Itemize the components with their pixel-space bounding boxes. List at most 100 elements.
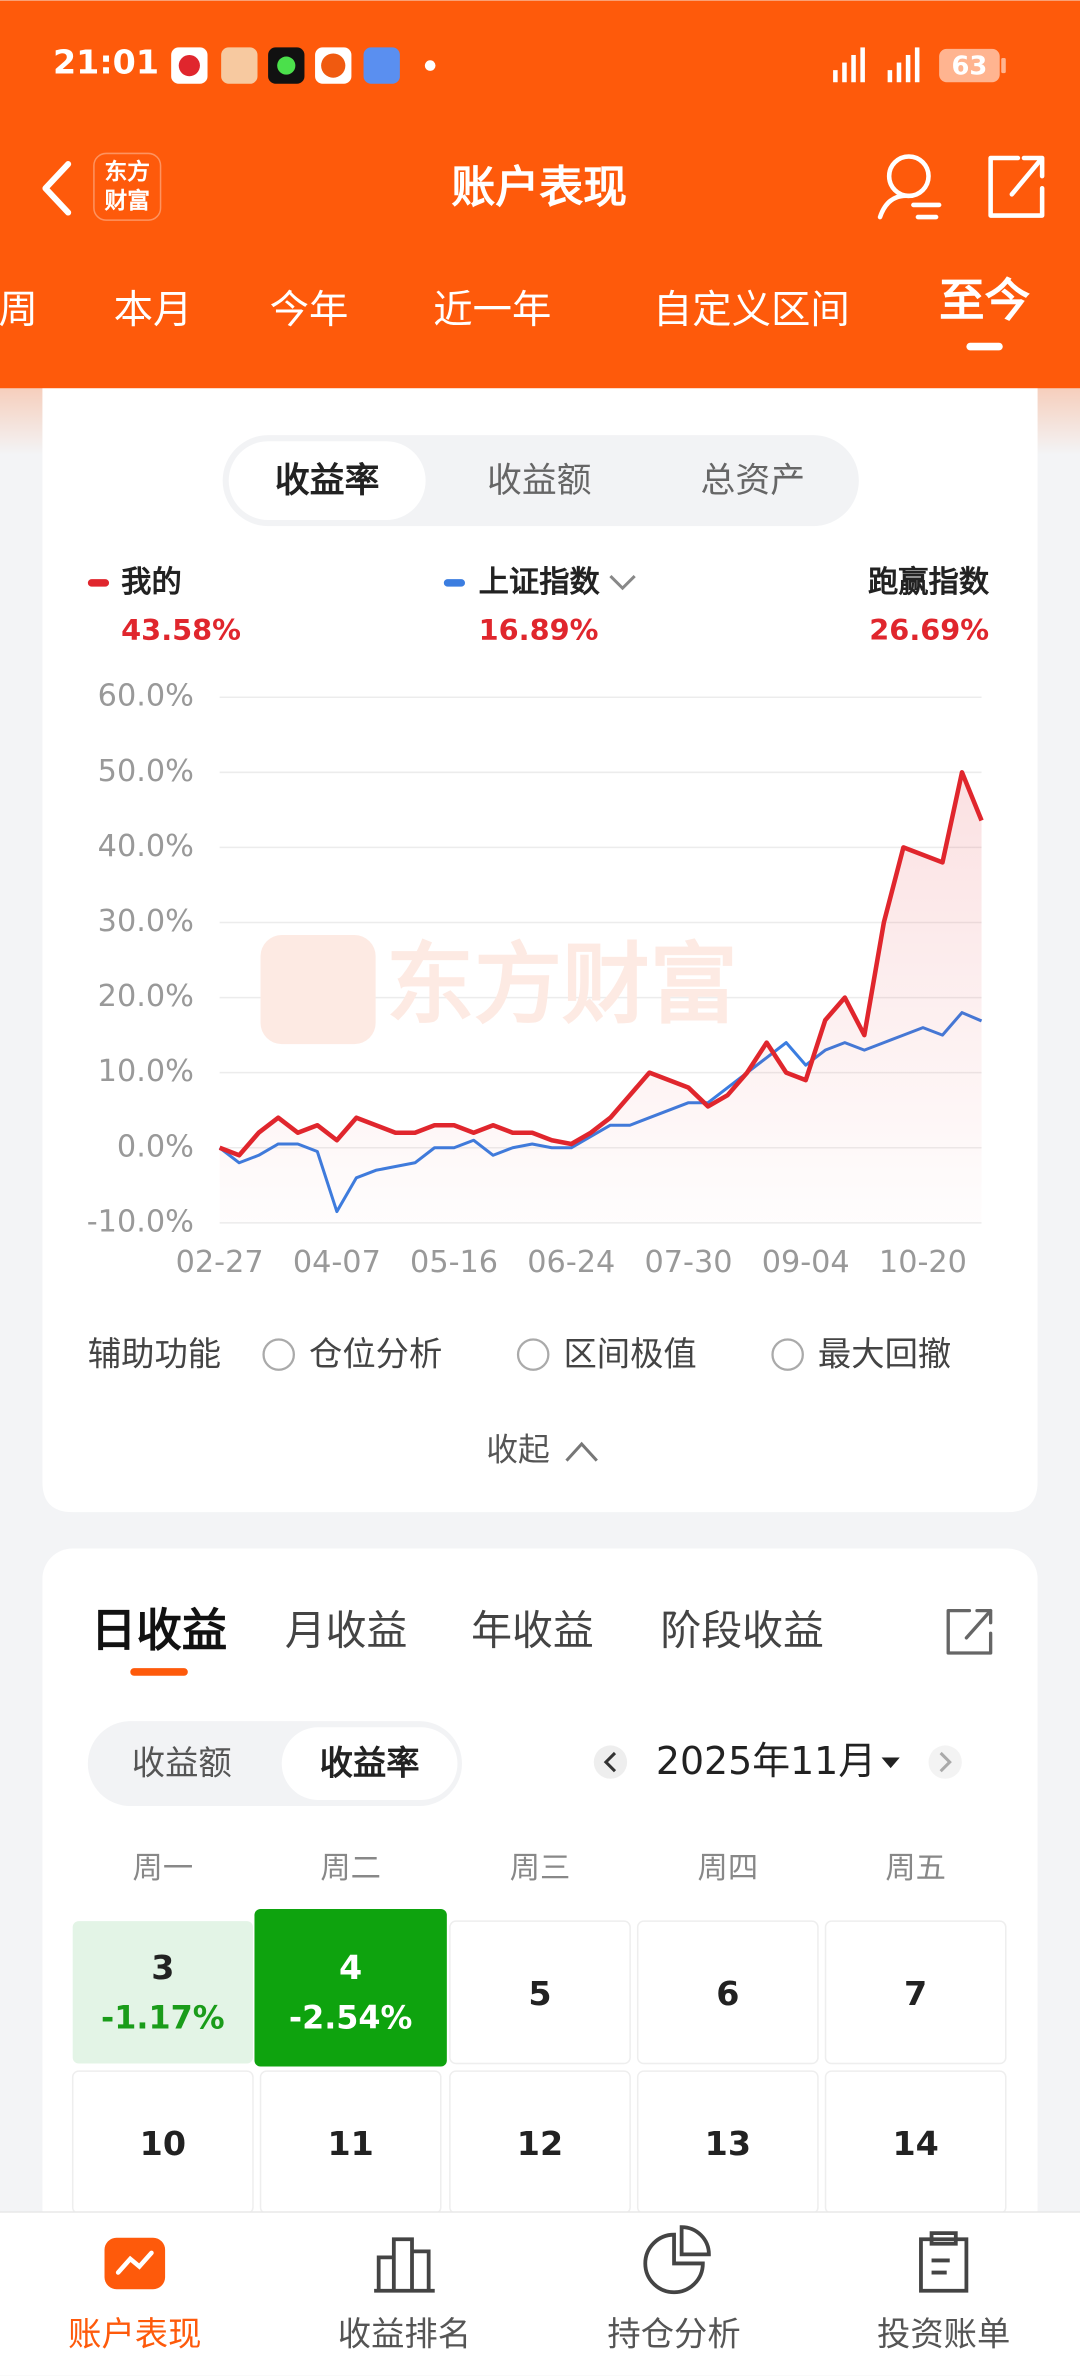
- earnings-tab[interactable]: 月收益: [285, 1606, 408, 1654]
- y-tick-label: 40.0%: [98, 829, 194, 864]
- nav-label[interactable]: 投资账单: [877, 2315, 1010, 2354]
- calendar-day: 11: [327, 2124, 373, 2163]
- series-area: [219, 772, 982, 1223]
- calendar-day: 4: [339, 1948, 362, 1987]
- metric-tab-active: [228, 441, 426, 521]
- calendar-day: 3: [151, 1948, 174, 1987]
- legend-swatch: [87, 579, 110, 587]
- share-icon[interactable]: [988, 155, 1045, 218]
- x-tick-label: 07-30: [645, 1245, 733, 1280]
- month-next[interactable]: [928, 1745, 962, 1779]
- legend-name: 上证指数: [479, 565, 601, 600]
- battery: [939, 48, 1000, 83]
- nav-icon: [919, 2231, 969, 2293]
- tool-radio[interactable]: [262, 1338, 295, 1371]
- x-tick-label: 05-16: [410, 1245, 498, 1280]
- period-tab[interactable]: 本月: [114, 287, 193, 333]
- outperform-label: 跑赢指数: [868, 565, 990, 600]
- page-title: 账户表现: [451, 162, 627, 213]
- tool-option[interactable]: 区间极值: [563, 1335, 696, 1374]
- month-label[interactable]: 2025年11月: [656, 1739, 876, 1783]
- weekday: 周三: [510, 1851, 571, 1886]
- month-prev-chevron: [603, 1751, 617, 1773]
- bottom-nav: [0, 2211, 1080, 2376]
- x-tick-label: 09-04: [762, 1245, 850, 1280]
- calendar-cell[interactable]: [449, 1920, 631, 2065]
- x-tick-label: 04-07: [293, 1245, 381, 1280]
- tool-radio[interactable]: [771, 1338, 804, 1371]
- tool-radio[interactable]: [516, 1338, 550, 1371]
- earnings-tab[interactable]: 年收益: [471, 1606, 594, 1654]
- calendar-day: 6: [716, 1974, 739, 2013]
- nav-label[interactable]: 持仓分析: [607, 2315, 740, 2354]
- back-button[interactable]: [42, 161, 72, 216]
- period-tab[interactable]: 至今: [939, 274, 1030, 327]
- y-tick-label: 60.0%: [98, 679, 194, 714]
- earnings-toggle-item[interactable]: 收益率: [320, 1744, 420, 1783]
- metric-tab[interactable]: 收益额: [487, 461, 592, 501]
- collapse-chevron: [565, 1441, 598, 1462]
- user-icon[interactable]: [877, 154, 942, 220]
- calendar-cell[interactable]: [824, 1920, 1007, 2065]
- weekday: 周五: [885, 1851, 946, 1886]
- month-next-chevron: [939, 1751, 952, 1773]
- watermark-logo: [260, 935, 376, 1045]
- earnings-share[interactable]: [946, 1608, 993, 1655]
- y-tick-label: 20.0%: [98, 979, 194, 1014]
- calendar-day: 13: [705, 2124, 751, 2163]
- nav-icon-mark: [115, 2250, 154, 2275]
- y-tick-label: 50.0%: [98, 754, 194, 789]
- calendar-cell[interactable]: [636, 1920, 819, 2065]
- period-tab[interactable]: 自定义区间: [653, 287, 850, 333]
- legend-dropdown[interactable]: [609, 574, 636, 591]
- month-prev[interactable]: [593, 1745, 628, 1779]
- calendar-value: -1.17%: [101, 2000, 225, 2037]
- tool-option[interactable]: 最大回撤: [818, 1335, 951, 1374]
- outperform-value: 26.69%: [869, 613, 989, 647]
- legend-name: 我的: [121, 565, 182, 600]
- period-tab[interactable]: 周: [0, 287, 38, 333]
- x-tick-label: 02-27: [176, 1245, 264, 1280]
- calendar-day: 12: [517, 2124, 563, 2163]
- nav-icon: [643, 2225, 711, 2295]
- calendar-day: 14: [892, 2124, 938, 2163]
- calendar-day: 10: [140, 2124, 186, 2163]
- earnings-tab[interactable]: 日收益: [91, 1604, 227, 1657]
- earnings-tab[interactable]: 阶段收益: [660, 1606, 824, 1654]
- legend-value: 16.89%: [479, 613, 599, 647]
- earnings-tab-indicator: [130, 1668, 188, 1676]
- calendar-day: 5: [528, 1974, 551, 2013]
- period-tab-indicator: [966, 342, 1003, 351]
- weekday: 周二: [320, 1851, 381, 1886]
- metric-tab[interactable]: 收益率: [275, 461, 380, 501]
- calendar-day: 7: [904, 1974, 927, 2013]
- chart-card: [42, 386, 1038, 1513]
- x-tick-label: 10-20: [879, 1245, 967, 1280]
- collapse-button[interactable]: 收起: [486, 1432, 550, 1469]
- legend-swatch: [443, 579, 466, 587]
- y-tick-label: 30.0%: [98, 904, 194, 939]
- period-tab[interactable]: 近一年: [433, 287, 551, 333]
- watermark: 东方财富: [386, 933, 737, 1036]
- calendar-value: -2.54%: [289, 2000, 413, 2037]
- period-tab[interactable]: 今年: [270, 287, 349, 333]
- nav-label[interactable]: 收益排名: [338, 2315, 471, 2354]
- nav-label[interactable]: 账户表现: [68, 2315, 201, 2354]
- logo: [93, 152, 162, 221]
- tool-option[interactable]: 仓位分析: [309, 1335, 442, 1374]
- metric-tab[interactable]: 总资产: [701, 461, 806, 501]
- logo-text: 财富: [105, 187, 150, 214]
- weekday: 周四: [698, 1851, 759, 1886]
- status-apps: [171, 47, 436, 84]
- nav-icon: [374, 2237, 435, 2293]
- calendar-cell[interactable]: [254, 1909, 447, 2067]
- calendar-cell[interactable]: [72, 1921, 253, 2064]
- x-tick-label: 06-24: [527, 1245, 615, 1280]
- earnings-toggle-item[interactable]: 收益额: [132, 1744, 232, 1783]
- logo-text: 东方: [105, 159, 150, 186]
- weekday: 周一: [133, 1851, 194, 1886]
- battery-tip: [1001, 58, 1006, 74]
- series-line: [218, 770, 984, 1158]
